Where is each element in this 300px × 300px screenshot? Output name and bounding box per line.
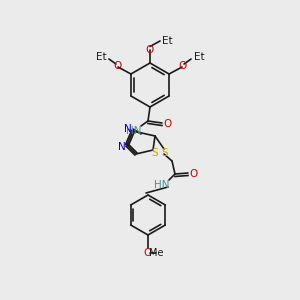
Text: HN: HN: [126, 126, 142, 136]
Text: Et: Et: [96, 52, 106, 62]
Text: Et: Et: [194, 52, 204, 62]
Text: S: S: [152, 148, 158, 158]
Text: O: O: [146, 45, 154, 55]
Text: Me: Me: [149, 248, 163, 258]
Text: HN: HN: [154, 180, 170, 190]
Text: O: O: [114, 61, 122, 71]
Text: O: O: [163, 119, 171, 129]
Text: S: S: [162, 148, 168, 158]
Text: O: O: [189, 169, 197, 179]
Text: O: O: [178, 61, 186, 71]
Text: O: O: [144, 248, 152, 258]
Text: N: N: [124, 124, 132, 134]
Text: N: N: [118, 142, 126, 152]
Text: Et: Et: [162, 36, 172, 46]
